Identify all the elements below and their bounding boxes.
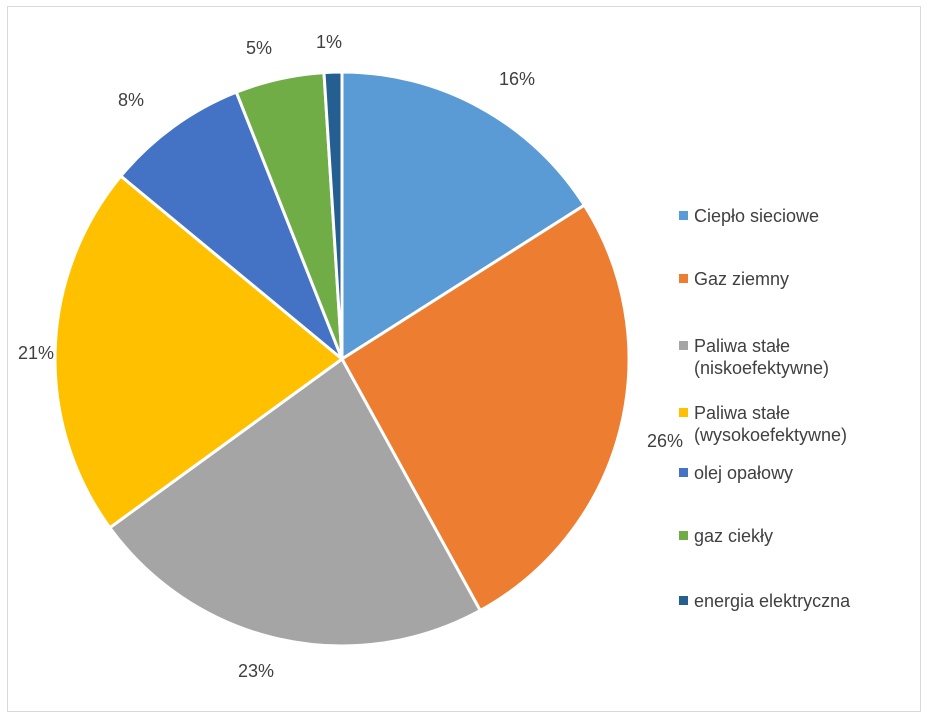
legend-swatch — [679, 468, 688, 477]
data-label: 1% — [316, 32, 342, 52]
pie-slice — [322, 70, 344, 360]
legend-item: gaz ciekły — [679, 525, 773, 547]
pie-slice — [107, 356, 483, 648]
legend-item: olej opałowy — [679, 462, 793, 484]
legend-item: Paliwa stałe (niskoefektywne) — [679, 335, 829, 379]
legend-label: energia elektryczna — [694, 591, 851, 611]
data-label: 23% — [238, 661, 274, 681]
legend-label: Gaz ziemny — [694, 269, 790, 289]
legend-item: energia elektryczna — [679, 590, 850, 612]
legend-swatch — [679, 341, 688, 350]
legend-label: gaz ciekły — [694, 526, 774, 546]
pie-slice — [118, 90, 344, 361]
legend-label: olej opałowy — [694, 463, 794, 483]
pie-slice — [340, 203, 631, 613]
pie-slice — [340, 70, 587, 362]
legend-swatch — [679, 531, 688, 540]
legend-swatch — [679, 408, 688, 417]
data-label: 16% — [499, 69, 535, 89]
data-label: 26% — [647, 431, 683, 451]
legend-label: Ciepło sieciowe — [694, 206, 820, 226]
legend-swatch — [679, 211, 688, 220]
pie-slice — [53, 173, 345, 530]
legend-label: Paliwa stałe (niskoefektywne) — [694, 336, 830, 378]
legend-label: Paliwa stałe (wysokoefektywne) — [694, 403, 848, 445]
data-label: 8% — [118, 90, 144, 110]
legend-item: Gaz ziemny — [679, 268, 789, 290]
data-label: 21% — [18, 343, 54, 363]
legend-item: Ciepło sieciowe — [679, 205, 819, 227]
data-label: 5% — [246, 38, 272, 58]
legend-swatch — [679, 274, 688, 283]
legend-item: Paliwa stałe (wysokoefektywne) — [679, 402, 847, 446]
legend-swatch — [679, 596, 688, 605]
